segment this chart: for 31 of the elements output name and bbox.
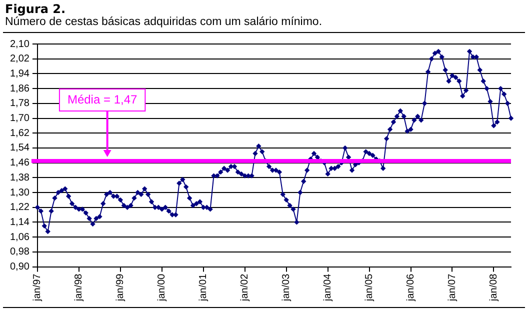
y-tick-label: 2,10	[10, 38, 30, 50]
x-tick-label: jan/97	[32, 273, 44, 302]
y-tick-label: 1,22	[10, 202, 30, 214]
x-tick-label: jan/03	[281, 273, 292, 302]
x-tick-label: jan/00	[156, 273, 168, 302]
y-tick-label: 2,02	[10, 54, 30, 65]
y-tick-label: 0,98	[10, 246, 30, 258]
x-tick-label: jan/99	[115, 273, 126, 302]
x-tick-label: jan/98	[74, 273, 85, 302]
y-tick-label: 1,70	[10, 113, 30, 124]
y-tick-label: 1,78	[10, 98, 30, 110]
x-tick-label: jan/02	[240, 273, 251, 302]
x-tick-label: jan/08	[488, 273, 500, 302]
x-tick-label: jan/05	[364, 273, 376, 302]
y-tick-label: 1,14	[10, 216, 30, 228]
y-tick-label: 1,38	[10, 172, 30, 184]
y-tick-label: 1,46	[10, 158, 30, 169]
x-tick-label: jan/01	[198, 273, 210, 302]
y-tick-label: 1,86	[10, 83, 30, 94]
x-tick-label: jan/06	[406, 273, 417, 302]
y-tick-label: 1,94	[10, 68, 30, 80]
y-tick-label: 0,90	[10, 262, 30, 273]
y-tick-label: 1,30	[10, 187, 30, 198]
y-tick-label: 1,54	[10, 142, 30, 154]
y-tick-label: 1,62	[10, 128, 30, 139]
chart-title: Figura 2.	[5, 2, 66, 16]
chart-subtitle: Número de cestas básicas adquiridas com um salário mínimo.	[5, 16, 322, 28]
y-tick-label: 1,06	[10, 232, 30, 243]
ref-line-label: Média = 1,47	[67, 92, 138, 106]
x-tick-label: jan/04	[322, 273, 334, 302]
x-tick-label: jan/07	[446, 273, 458, 302]
